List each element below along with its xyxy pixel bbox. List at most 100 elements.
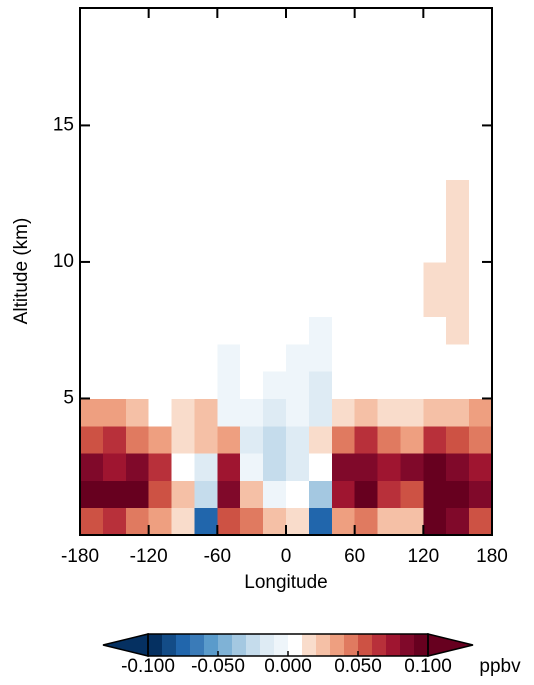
heatmap-cell (423, 453, 447, 481)
heatmap-cell (80, 371, 104, 399)
heatmap-cell (80, 398, 104, 427)
colorbar-segment (288, 634, 303, 656)
heatmap-cell (469, 316, 493, 345)
heatmap-cell (469, 453, 493, 481)
x-tick-label: -180 (61, 546, 99, 567)
heatmap-cell (217, 398, 241, 427)
heatmap-cell (263, 289, 287, 318)
colorbar-segment (274, 634, 289, 656)
heatmap-cell (377, 480, 401, 509)
heatmap-cell (308, 371, 333, 399)
heatmap-cell (263, 180, 287, 208)
heatmap-cell (263, 316, 287, 345)
colorbar-segment (330, 634, 345, 656)
heatmap-cell (217, 180, 241, 208)
heatmap-cell (194, 180, 218, 208)
heatmap-cell (171, 453, 195, 481)
heatmap-cell (286, 371, 310, 399)
heatmap-cell (102, 316, 127, 345)
heatmap-cell (102, 453, 127, 481)
heatmap-cell (286, 507, 310, 536)
heatmap-cell (217, 507, 241, 536)
heatmap-cell (148, 316, 173, 345)
heatmap-cell (308, 398, 333, 427)
heatmap-cell (286, 398, 310, 427)
y-tick-label: 10 (53, 251, 74, 272)
heatmap-cell (125, 261, 150, 290)
heatmap-cell (354, 261, 379, 290)
heatmap-cell (148, 425, 173, 454)
colorbar-tick-label: 0.000 (264, 656, 312, 677)
heatmap-cell (400, 480, 424, 509)
heatmap-cell (400, 289, 424, 318)
heatmap-cell (469, 261, 493, 290)
heatmap-cell (331, 343, 356, 372)
heatmap-cell (423, 261, 447, 290)
heatmap-cell (377, 180, 401, 208)
heatmap-cell (446, 343, 470, 372)
heatmap-cell (148, 371, 173, 399)
heatmap-cell (469, 343, 493, 372)
heatmap-cell (263, 425, 287, 454)
heatmap-cell (263, 453, 287, 481)
heatmap-cell (148, 507, 173, 536)
heatmap-cell (102, 507, 127, 536)
heatmap-cell (377, 289, 401, 318)
colorbar-segment (218, 634, 233, 656)
heatmap-cell (148, 453, 173, 481)
heatmap-cell (423, 398, 447, 427)
heatmap-cell (148, 207, 173, 236)
heatmap-cell (286, 480, 310, 509)
heatmap-cell (263, 261, 287, 290)
heatmap-cell (308, 234, 333, 263)
heatmap-cell (148, 234, 173, 263)
colorbar-segment (414, 634, 429, 656)
heatmap-cell (217, 371, 241, 399)
heatmap-cell (194, 480, 218, 509)
heatmap-cell (446, 453, 470, 481)
x-tick-label: -60 (204, 546, 231, 567)
heatmap-cell (423, 343, 447, 372)
heatmap-cell (308, 507, 333, 536)
heatmap-cell (331, 207, 356, 236)
heatmap-cell (354, 207, 379, 236)
y-tick-label: 15 (53, 114, 74, 135)
heatmap-cell (125, 289, 150, 318)
heatmap-cell (171, 261, 195, 290)
heatmap-cell (377, 398, 401, 427)
colorbar-tick-label: -0.100 (121, 656, 175, 677)
y-axis-label: Altitude (km) (11, 218, 32, 325)
heatmap-cell (286, 425, 310, 454)
heatmap-cell (240, 398, 264, 427)
heatmap-cell (240, 480, 264, 509)
heatmap-cell (286, 343, 310, 372)
heatmap-cell (194, 398, 218, 427)
colorbar-segment (400, 634, 415, 656)
heatmap-cell (125, 180, 150, 208)
heatmap-cell (400, 453, 424, 481)
heatmap-cell (423, 371, 447, 399)
heatmap-cell (446, 261, 470, 290)
heatmap-cell (377, 234, 401, 263)
heatmap-cell (194, 343, 218, 372)
heatmap-cell (308, 261, 333, 290)
heatmap-cell (80, 480, 104, 509)
heatmap-cell (377, 343, 401, 372)
heatmap-cell (354, 343, 379, 372)
heatmap-cell (125, 453, 150, 481)
heatmap-cell (125, 343, 150, 372)
heatmap-cell (217, 316, 241, 345)
heatmap-cell (102, 480, 127, 509)
y-tick-label: 5 (63, 387, 74, 408)
heatmap-cell (377, 425, 401, 454)
heatmap-cell (400, 425, 424, 454)
heatmap-cell (125, 234, 150, 263)
heatmap-cell (469, 480, 493, 509)
heatmap-cell (125, 425, 150, 454)
heatmap-cell (194, 425, 218, 454)
heatmap-cell (331, 261, 356, 290)
heatmap-cell (217, 261, 241, 290)
heatmap-cell (217, 207, 241, 236)
heatmap-cell (308, 180, 333, 208)
x-axis-label: Longitude (244, 572, 327, 593)
